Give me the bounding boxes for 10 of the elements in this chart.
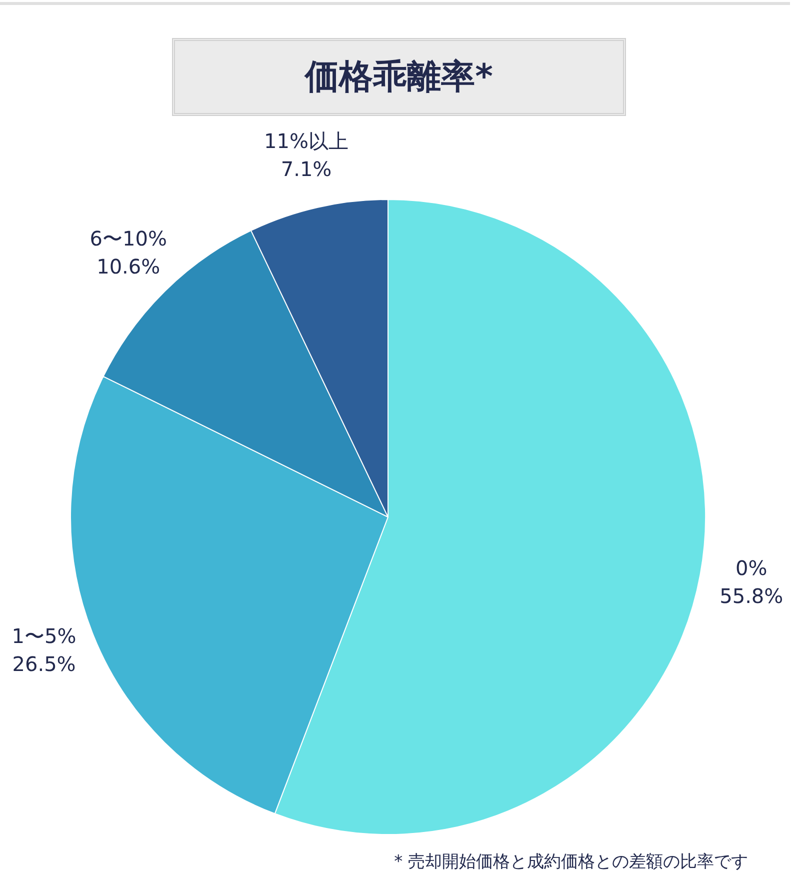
data-label: 7.1%	[280, 156, 332, 181]
data-label: 26.5%	[12, 652, 76, 676]
data-label: 55.8%	[720, 584, 784, 608]
slice-label: 0%	[736, 556, 768, 580]
text: * 売却開始価格と成約価格との差額の比率です	[394, 851, 748, 873]
data-label: 10.6%	[96, 254, 160, 278]
slice-label: 6〜10%	[90, 226, 167, 250]
chart-title: 価格乖離率*	[172, 38, 626, 116]
slice-label: 11%以上	[264, 128, 348, 153]
slice-label: 1〜5%	[12, 624, 76, 648]
